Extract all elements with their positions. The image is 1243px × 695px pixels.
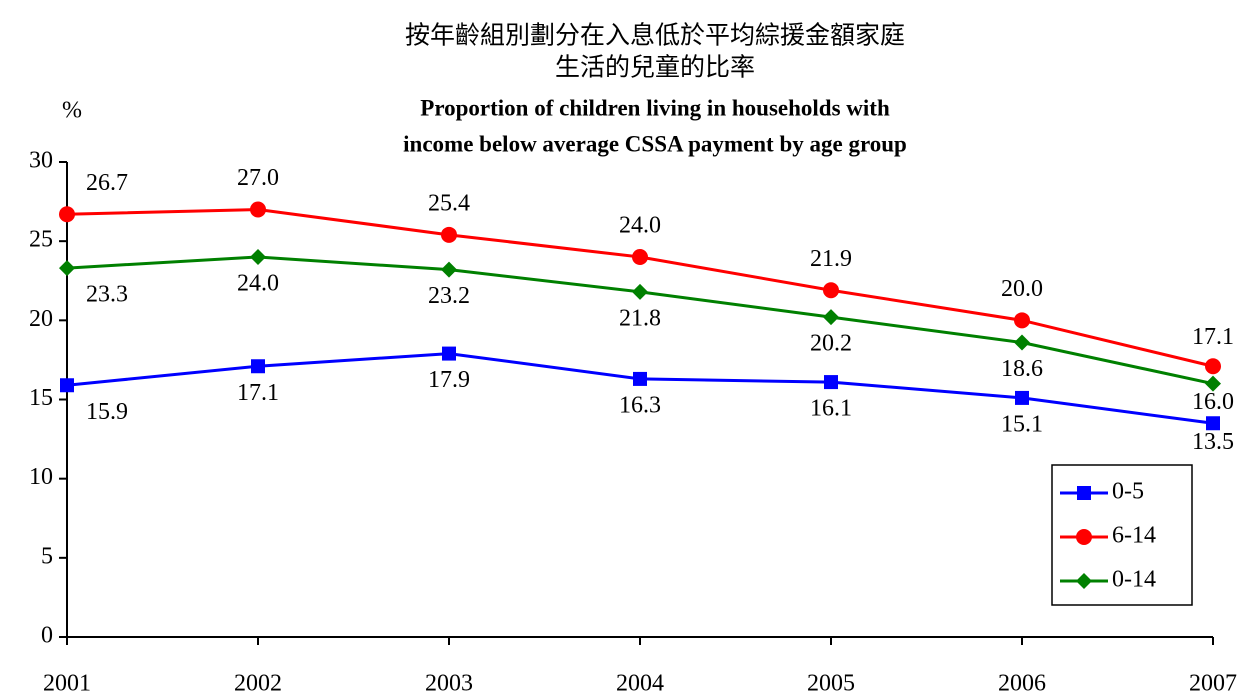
- y-tick-label: 5: [41, 543, 53, 569]
- marker: [1014, 312, 1030, 329]
- data-label: 20.0: [1001, 276, 1043, 302]
- marker: [1205, 358, 1221, 375]
- marker: [251, 359, 265, 374]
- data-label: 13.5: [1192, 429, 1234, 455]
- data-label: 17.1: [237, 380, 279, 406]
- marker: [59, 260, 75, 277]
- chart-subtitle: Proportion of children living in househo…: [420, 95, 890, 120]
- legend-marker: [1077, 486, 1091, 500]
- x-tick-label: 2005: [807, 671, 855, 695]
- marker: [441, 261, 457, 278]
- x-tick-label: 2006: [998, 671, 1046, 695]
- data-label: 17.1: [1192, 324, 1234, 350]
- y-tick-label: 20: [29, 306, 53, 332]
- data-label: 27.0: [237, 165, 279, 191]
- data-label: 15.1: [1001, 411, 1043, 437]
- marker: [1014, 334, 1030, 351]
- data-label: 25.4: [428, 190, 470, 216]
- data-label: 24.0: [237, 271, 279, 297]
- data-label: 23.2: [428, 283, 470, 309]
- legend-label: 0-5: [1112, 479, 1144, 505]
- marker: [250, 201, 266, 218]
- marker: [441, 226, 457, 243]
- y-tick-label: 30: [29, 148, 53, 174]
- data-label: 15.9: [86, 399, 128, 425]
- data-label: 21.8: [619, 305, 661, 331]
- marker: [59, 206, 75, 223]
- marker: [823, 309, 839, 326]
- data-label: 17.9: [428, 367, 470, 393]
- marker: [633, 371, 647, 386]
- x-tick-label: 2002: [234, 671, 282, 695]
- legend-label: 0-14: [1112, 567, 1156, 593]
- legend-label: 6-14: [1112, 523, 1156, 549]
- marker: [1206, 416, 1220, 431]
- data-label: 16.0: [1192, 389, 1234, 415]
- x-tick-label: 2001: [43, 671, 91, 695]
- marker: [632, 249, 648, 265]
- marker: [824, 375, 838, 390]
- chart-title: 按年齡組別劃分在入息低於平均綜援金額家庭: [405, 22, 905, 50]
- chart-subtitle: income below average CSSA payment by age…: [403, 131, 907, 156]
- marker: [1205, 375, 1221, 392]
- y-tick-label: 0: [41, 623, 53, 649]
- legend-marker: [1076, 529, 1092, 545]
- data-label: 24.0: [619, 213, 661, 239]
- y-tick-label: 10: [29, 464, 53, 490]
- data-label: 23.3: [86, 282, 128, 308]
- y-tick-label: 15: [29, 385, 53, 411]
- data-label: 20.2: [810, 331, 852, 357]
- marker: [1015, 390, 1029, 405]
- marker: [60, 378, 74, 393]
- data-label: 26.7: [86, 170, 128, 196]
- data-label: 16.1: [810, 396, 852, 422]
- data-label: 18.6: [1001, 356, 1043, 382]
- y-tick-label: 25: [29, 227, 53, 253]
- y-axis-label: %: [62, 98, 82, 124]
- marker: [632, 283, 648, 300]
- chart-title: 生活的兒童的比率: [555, 54, 755, 82]
- marker: [250, 249, 266, 265]
- marker: [823, 282, 839, 299]
- marker: [442, 346, 456, 361]
- data-label: 21.9: [810, 246, 852, 272]
- x-tick-label: 2003: [425, 671, 473, 695]
- x-tick-label: 2007: [1189, 671, 1237, 695]
- data-label: 16.3: [619, 392, 661, 418]
- x-tick-label: 2004: [616, 671, 664, 695]
- legend-marker: [1076, 573, 1092, 589]
